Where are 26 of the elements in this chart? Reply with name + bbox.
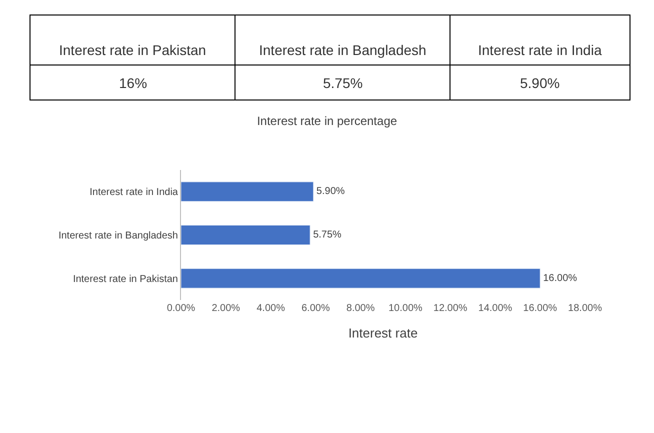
data-label: 5.75%: [313, 230, 342, 240]
x-axis-title: Interest rate: [348, 326, 418, 341]
y-tick-label: Interest rate in Bangladesh: [58, 230, 178, 242]
x-tick-label: 12.00%: [433, 303, 468, 314]
text: Interest rate in India: [478, 42, 602, 58]
data-label: 5.90%: [316, 186, 345, 198]
bar: [181, 225, 310, 245]
x-tick-label: 18.00%: [568, 303, 602, 314]
y-tick-label: Interest rate in India: [90, 187, 178, 198]
data-label: 16.00%: [543, 272, 578, 284]
y-tick-label: Interest rate in Pakistan: [72, 274, 178, 285]
text: 16%: [119, 75, 148, 91]
x-tick-label: 16.00%: [523, 303, 558, 314]
x-tick-label: 4.00%: [256, 303, 286, 314]
x-tick-label: 6.00%: [301, 303, 330, 314]
chart-title: Interest rate in percentage: [256, 114, 398, 128]
x-tick-label: 2.00%: [212, 303, 240, 314]
x-tick-label: 8.00%: [346, 303, 375, 314]
x-tick-label: 14.00%: [478, 303, 512, 314]
text: 5.90%: [520, 75, 560, 91]
x-tick-label: 10.00%: [388, 303, 423, 314]
bar: [181, 268, 540, 288]
bar: [181, 182, 314, 202]
text: 5.75%: [323, 75, 363, 91]
x-tick-label: 0.00%: [166, 303, 196, 314]
text: Interest rate in Bangladesh: [259, 42, 426, 58]
